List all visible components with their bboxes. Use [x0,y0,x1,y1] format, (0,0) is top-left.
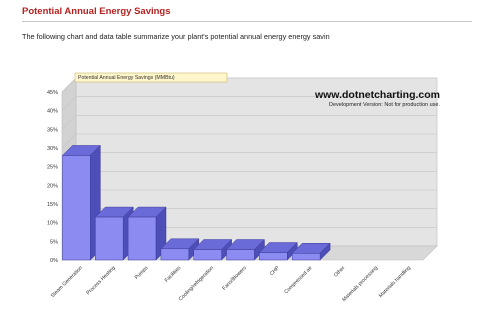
y-tick-label: 45% [47,90,58,96]
chart-watermark: www.dotnetcharting.com Development Versi… [314,89,440,108]
y-tick-label: 0% [50,258,58,264]
x-tick-label: Fans/Blowers [221,265,248,292]
bar [94,206,134,261]
x-tick-label: Materials handling [378,265,412,299]
x-axis-ticks: Steam Generation Process Heating Pumps Faci… [50,265,412,303]
legend-label: Potential Annual Energy Savings (MMBtu) [78,75,175,81]
x-tick-label: CHP [269,265,281,277]
chart-bars [61,144,331,261]
bar [61,144,101,261]
x-tick-label: Pumps [134,265,150,281]
legend-box [74,72,228,83]
gridline [61,133,437,149]
x-tick-label: Process Heating [85,265,116,296]
section-title: Potential Annual Energy Savings [22,6,171,17]
x-tick-label: Materials processing [341,265,379,303]
x-tick-label: Other [333,265,347,279]
x-tick-label: Facilities [164,265,183,284]
intro-text: The following chart and data table summa… [22,32,330,41]
y-tick-label: 5% [50,239,58,245]
y-tick-label: 15% [47,202,58,208]
bar [127,206,167,261]
x-tick-label: Steam Generation [50,265,84,299]
y-tick-label: 20% [47,183,58,189]
y-axis-ticks: 0% 5% 10% 15% 20% 25% 30% 35% 40% 45% [47,90,58,264]
y-tick-label: 35% [47,127,58,133]
watermark-title: www.dotnetcharting.com [314,89,440,101]
gridline [61,96,437,111]
chart-legend: Potential Annual Energy Savings (MMBtu) [74,72,228,83]
x-tick-label: Compressed air [283,265,313,295]
y-tick-label: 25% [47,165,58,171]
gridline [61,115,437,130]
y-tick-label: 40% [47,109,58,115]
x-tick-label: Cooling/refrigeration [178,265,215,302]
y-tick-label: 10% [47,221,58,227]
title-divider [22,21,472,22]
watermark-subtitle: Development Version: Not for production … [329,102,440,108]
bar [291,242,331,261]
y-tick-label: 30% [47,146,58,152]
